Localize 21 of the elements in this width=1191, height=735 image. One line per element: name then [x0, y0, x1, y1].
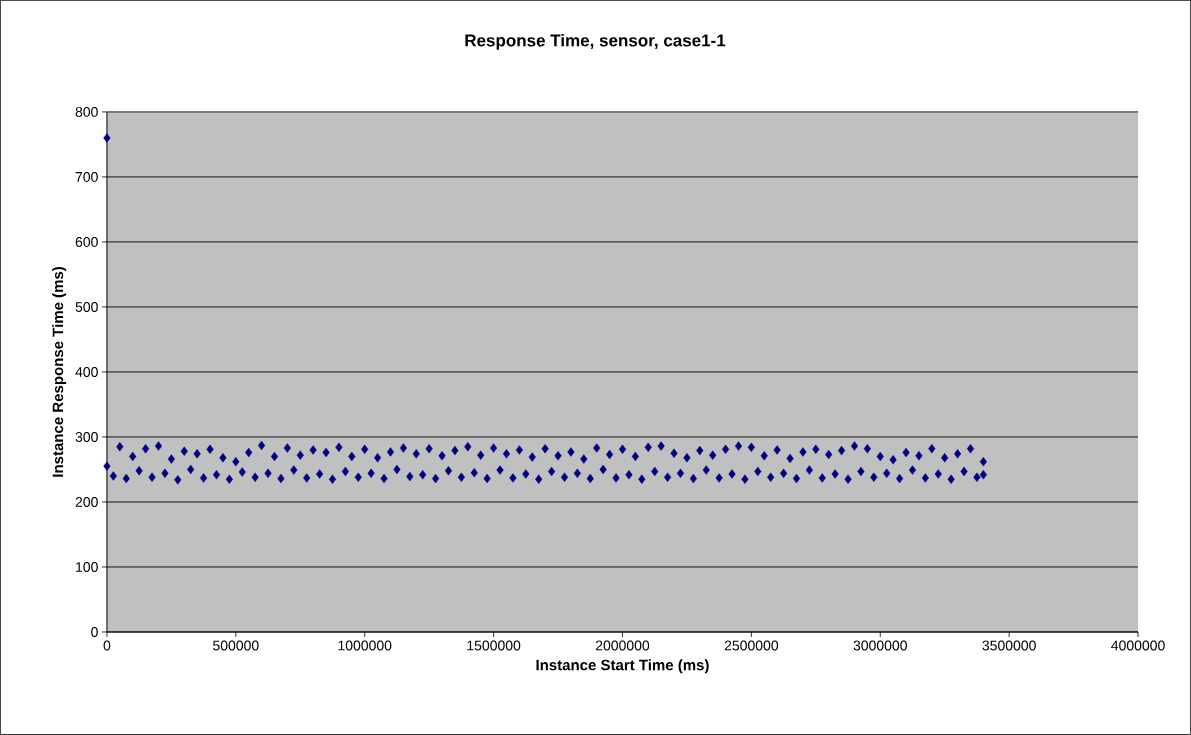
y-tick-label: 700: [75, 172, 98, 182]
x-tick-label: 0: [103, 640, 111, 651]
y-tick-label: 0: [91, 627, 98, 637]
y-tick-label: 400: [75, 367, 98, 377]
y-tick-label: 200: [75, 497, 98, 507]
x-axis-title: Instance Start Time (ms): [536, 659, 709, 674]
x-tick-label: 1000000: [338, 640, 392, 651]
x-tick-label: 2000000: [595, 640, 650, 651]
y-tick-label: 100: [76, 562, 98, 572]
x-tick-label: 3500000: [982, 640, 1036, 651]
y-tick-label: 800: [75, 106, 98, 117]
x-tick-label: 500000: [213, 640, 259, 651]
x-tick-label: 2500000: [724, 640, 779, 651]
y-tick-label: 600: [75, 237, 98, 247]
y-axis-title: Instance Response Time (ms): [52, 267, 67, 477]
y-tick-label: 500: [75, 302, 98, 312]
x-tick-label: 1500000: [467, 640, 521, 651]
x-tick-label: 3000000: [853, 640, 907, 651]
y-tick-label: 300: [75, 432, 98, 442]
chart-title: Response Time, sensor, case1-1: [465, 34, 726, 50]
x-tick-label: 4000000: [1111, 640, 1165, 651]
